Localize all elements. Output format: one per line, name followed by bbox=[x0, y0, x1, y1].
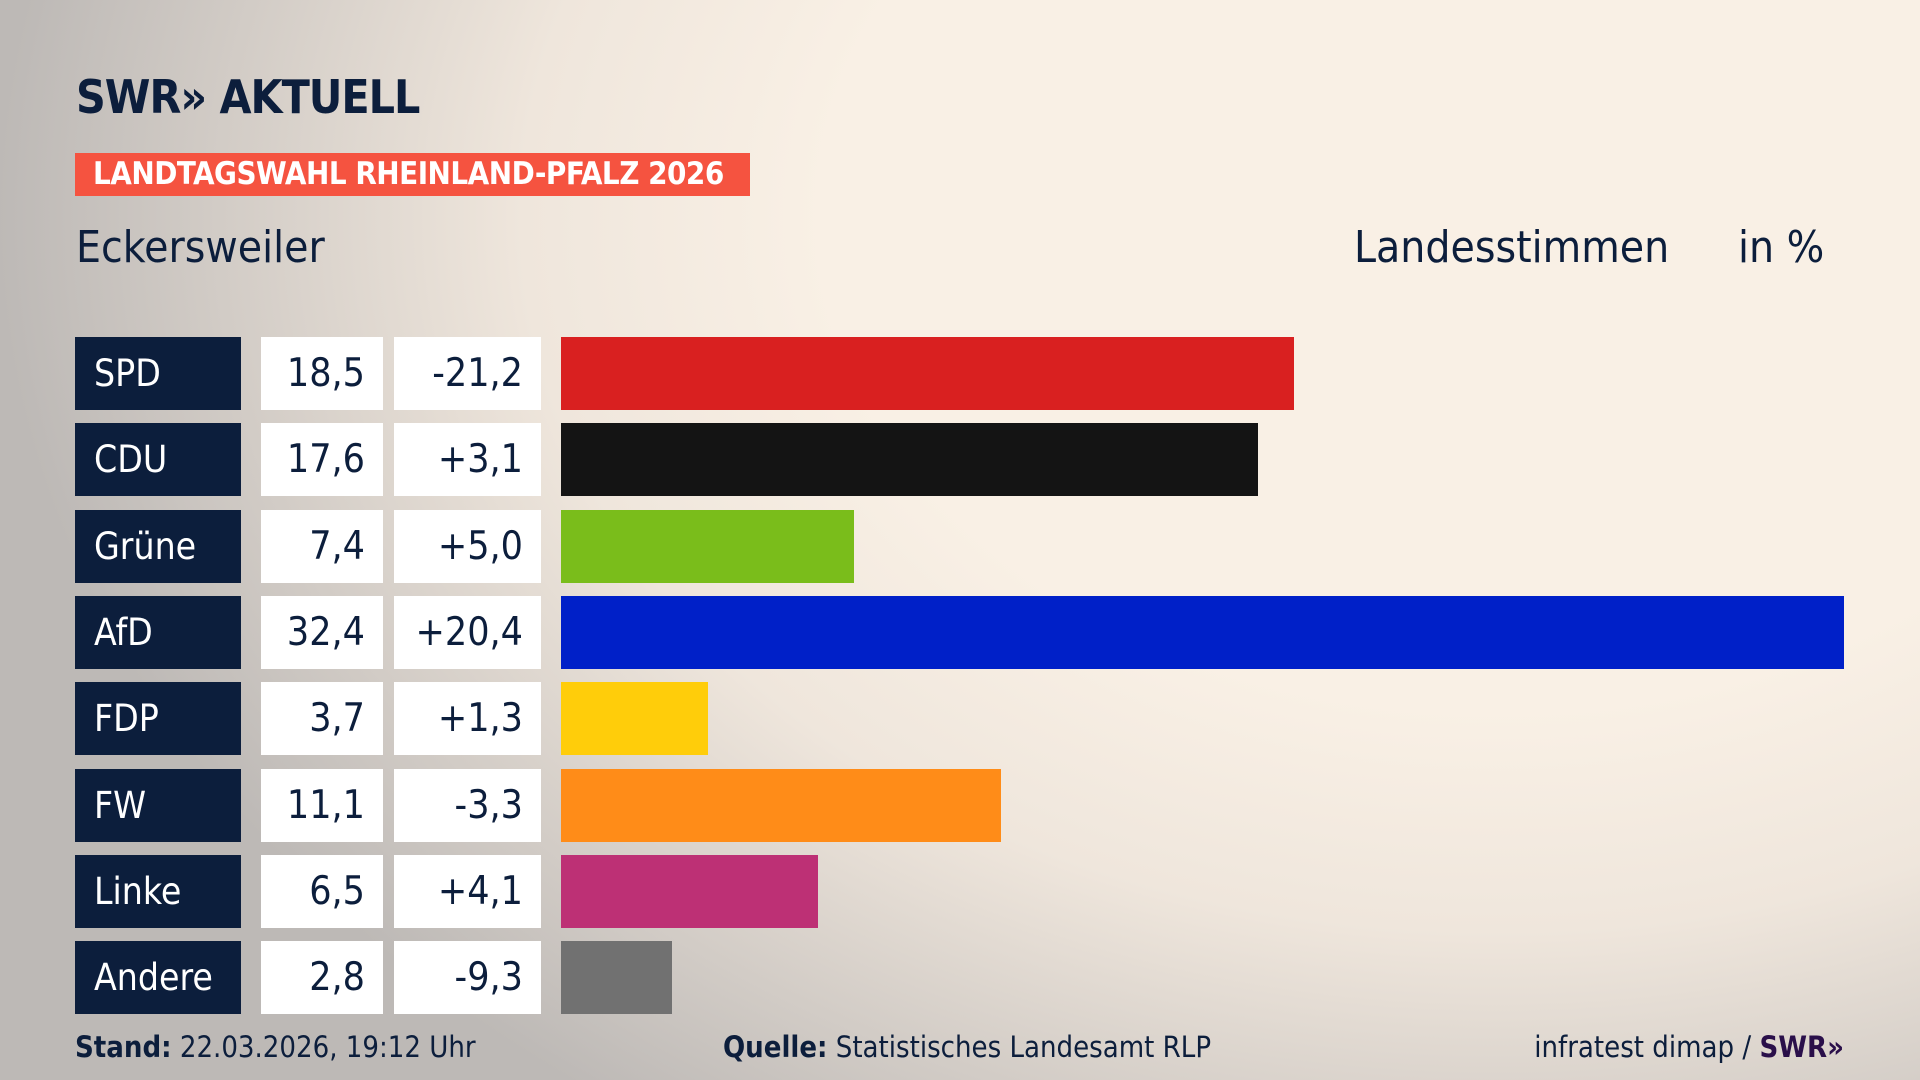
value-label: 7,4 bbox=[261, 509, 383, 583]
bar-fdp bbox=[561, 682, 708, 756]
place-title: Eckersweiler bbox=[76, 222, 325, 273]
value-label: 32,4 bbox=[261, 595, 383, 669]
value-label: 18,5 bbox=[261, 337, 383, 410]
party-name: Grüne bbox=[75, 509, 241, 583]
diff-label: -3,3 bbox=[394, 768, 541, 842]
bar-linke bbox=[561, 854, 819, 928]
stand-value: 22.03.2026, 19:12 Uhr bbox=[179, 1030, 476, 1064]
unit-label: in % bbox=[1738, 222, 1825, 273]
election-banner: LANDTAGSWAHL RHEINLAND-PFALZ 2026 bbox=[75, 153, 750, 196]
bar-fw bbox=[561, 768, 1001, 842]
diff-label: -9,3 bbox=[394, 941, 541, 1015]
party-name: SPD bbox=[75, 337, 241, 410]
footer-credit: infratest dimap / SWR» bbox=[1534, 1030, 1844, 1064]
party-name: FDP bbox=[75, 682, 241, 756]
diff-label: +4,1 bbox=[394, 854, 541, 928]
credit-text: infratest dimap / bbox=[1534, 1030, 1752, 1064]
bar-grüne bbox=[561, 509, 855, 583]
value-label: 6,5 bbox=[261, 854, 383, 928]
party-name: CDU bbox=[75, 423, 241, 497]
stand-label: Stand: bbox=[75, 1030, 172, 1064]
swr-aktuell-logo: SWR» AKTUELL bbox=[76, 70, 420, 124]
party-name: Linke bbox=[75, 854, 241, 928]
value-label: 3,7 bbox=[261, 682, 383, 756]
diff-label: +3,1 bbox=[394, 423, 541, 497]
footer-stand: Stand: 22.03.2026, 19:12 Uhr bbox=[75, 1030, 476, 1064]
value-label: 11,1 bbox=[261, 768, 383, 842]
party-name: Andere bbox=[75, 941, 241, 1015]
diff-label: +20,4 bbox=[394, 595, 541, 669]
value-label: 2,8 bbox=[261, 941, 383, 1015]
diff-label: +1,3 bbox=[394, 682, 541, 756]
footer-source: Quelle: Statistisches Landesamt RLP bbox=[723, 1030, 1211, 1064]
diff-label: +5,0 bbox=[394, 509, 541, 583]
bar-afd bbox=[561, 595, 1844, 669]
diff-label: -21,2 bbox=[394, 337, 541, 410]
source-label: Quelle: bbox=[723, 1030, 828, 1064]
party-name: FW bbox=[75, 768, 241, 842]
party-name: AfD bbox=[75, 595, 241, 669]
bar-cdu bbox=[561, 423, 1258, 497]
source-value: Statistisches Landesamt RLP bbox=[835, 1030, 1212, 1064]
metric-label: Landesstimmen bbox=[1354, 222, 1670, 273]
value-label: 17,6 bbox=[261, 423, 383, 497]
bar-spd bbox=[561, 337, 1294, 410]
swr-logo: SWR» bbox=[1759, 1030, 1844, 1064]
bar-andere bbox=[561, 941, 672, 1015]
